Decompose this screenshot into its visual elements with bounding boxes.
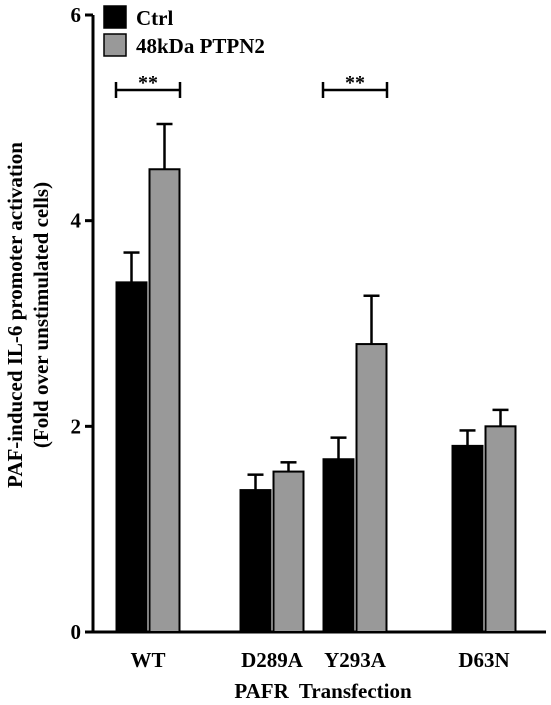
y-tick-label: 4 [71, 209, 82, 233]
x-tick-label: D289A [241, 648, 304, 672]
bar-48kda-ptpn2-d289a [272, 470, 305, 633]
bar-48kda-ptpn2-d63n [484, 425, 517, 634]
y-tick-label: 0 [71, 620, 82, 644]
legend: Ctrl 48kDa PTPN2 [103, 5, 265, 58]
bar-ctrl-d289a [239, 489, 272, 633]
x-axis-label: PAFR Transfection [234, 679, 412, 703]
significance-label: ** [138, 72, 158, 94]
bar-ctrl-wt [115, 281, 148, 633]
y-axis-label-line1: PAF-induced IL-6 promoter activation [3, 142, 27, 488]
legend-swatch [103, 5, 127, 29]
y-axis-label-line2: (Fold over unstimulated cells) [29, 182, 53, 448]
legend-label: 48kDa PTPN2 [136, 34, 265, 58]
x-tick-label: D63N [458, 648, 509, 672]
bar-ctrl-d63n [451, 444, 484, 633]
bar-48kda-ptpn2-wt [148, 168, 181, 633]
legend-swatch [103, 33, 127, 57]
bar-ctrl-y293a [322, 458, 355, 633]
bar-48kda-ptpn2-y293a [355, 343, 388, 633]
y-tick-label: 2 [71, 414, 82, 438]
significance-label: ** [345, 72, 365, 94]
x-tick-label: Y293A [324, 648, 387, 672]
x-tick-label: WT [130, 648, 165, 672]
y-tick-label: 6 [71, 3, 82, 27]
legend-label: Ctrl [136, 6, 173, 30]
plot-area: 0 2 4 6 WT D289A Y293A D63N ** ** [71, 3, 546, 672]
